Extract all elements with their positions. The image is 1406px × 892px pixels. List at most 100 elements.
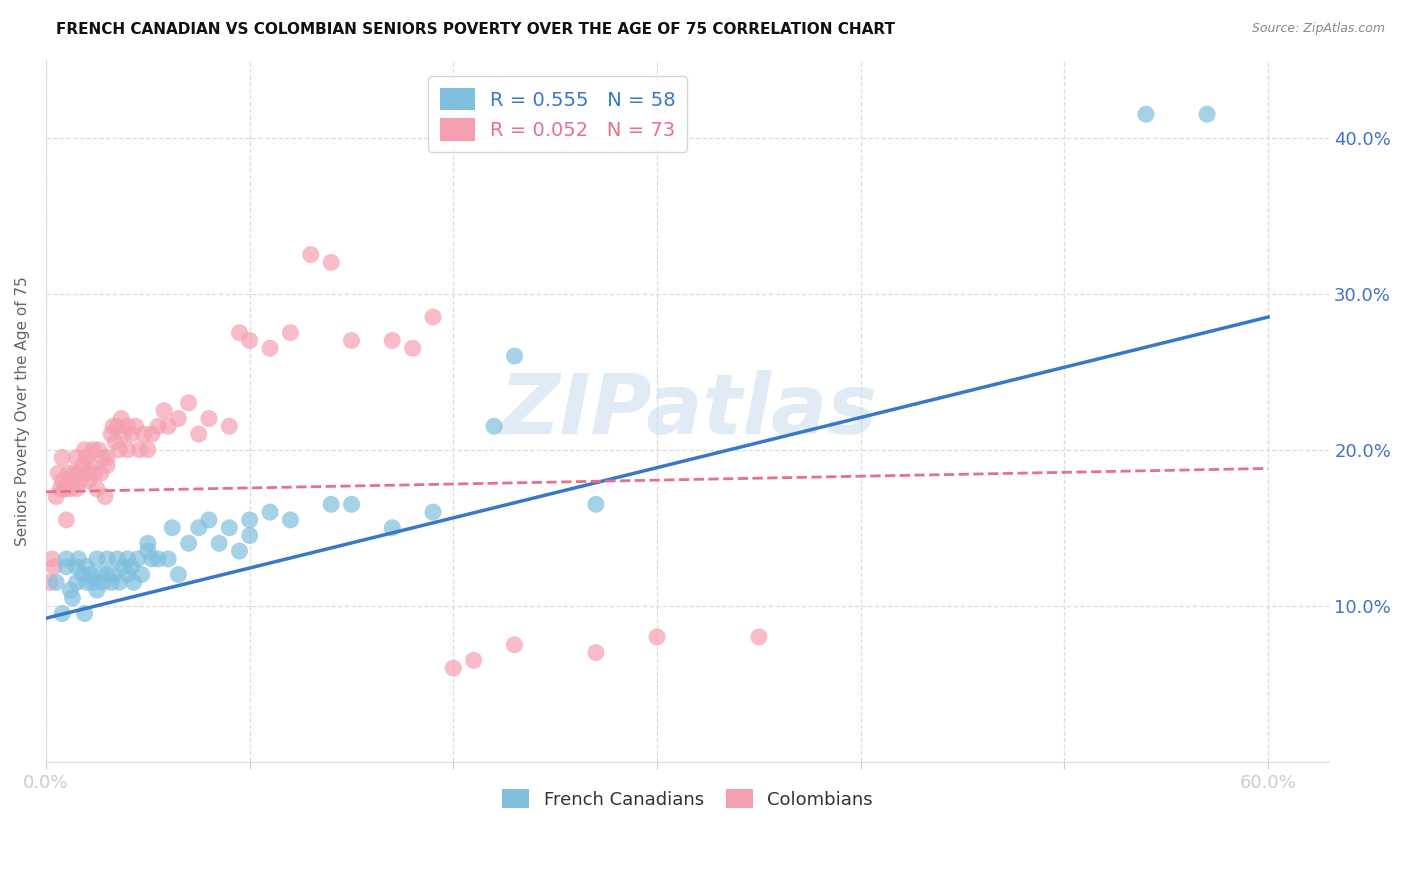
Point [96, 552, 118, 566]
Point [62, 474, 84, 488]
Point [110, 411, 132, 425]
Point [45, 575, 67, 590]
Point [131, 567, 153, 582]
Point [100, 427, 122, 442]
Point [77, 474, 100, 488]
Point [162, 521, 184, 535]
Point [422, 505, 444, 519]
Point [82, 575, 104, 590]
Point [117, 567, 139, 582]
Point [100, 575, 122, 590]
Point [91, 575, 114, 590]
Point [51, 607, 73, 621]
Point [585, 646, 607, 660]
Point [104, 434, 127, 449]
Point [46, 466, 69, 480]
Point [69, 474, 91, 488]
Point [157, 419, 180, 434]
Point [108, 442, 131, 457]
Point [51, 474, 73, 488]
Point [65, 575, 87, 590]
Point [86, 583, 108, 598]
Text: Source: ZipAtlas.com: Source: ZipAtlas.com [1251, 22, 1385, 36]
Point [91, 450, 114, 465]
Y-axis label: Seniors Poverty Over the Age of 75: Seniors Poverty Over the Age of 75 [15, 276, 30, 546]
Point [117, 552, 139, 566]
Point [67, 466, 90, 480]
Point [65, 559, 87, 574]
Point [105, 419, 128, 434]
Point [103, 419, 125, 434]
Point [80, 458, 103, 473]
Point [132, 427, 155, 442]
Point [340, 334, 363, 348]
Point [55, 513, 77, 527]
Point [585, 497, 607, 511]
Legend: French Canadians, Colombians: French Canadians, Colombians [495, 782, 880, 816]
Point [67, 552, 90, 566]
Point [208, 536, 231, 550]
Point [65, 450, 87, 465]
Point [228, 326, 250, 340]
Point [381, 334, 404, 348]
Point [177, 536, 200, 550]
Point [141, 552, 163, 566]
Point [108, 575, 131, 590]
Point [73, 607, 96, 621]
Point [73, 442, 96, 457]
Point [128, 442, 150, 457]
Point [62, 591, 84, 605]
Point [96, 450, 118, 465]
Point [90, 466, 112, 480]
Point [340, 497, 363, 511]
Point [49, 482, 72, 496]
Point [65, 482, 87, 496]
Point [259, 505, 281, 519]
Point [59, 583, 82, 598]
Point [83, 466, 105, 480]
Point [280, 326, 302, 340]
Point [1195, 107, 1218, 121]
Point [167, 411, 190, 425]
Point [228, 544, 250, 558]
Point [187, 427, 209, 442]
Point [63, 466, 86, 480]
Point [39, 575, 62, 590]
Point [198, 513, 221, 527]
Point [80, 567, 103, 582]
Point [136, 536, 159, 550]
Point [153, 403, 176, 417]
Point [1135, 107, 1157, 121]
Point [76, 450, 98, 465]
Point [112, 559, 135, 574]
Point [103, 567, 125, 582]
Point [86, 482, 108, 496]
Point [239, 513, 262, 527]
Point [121, 559, 143, 574]
Point [55, 559, 77, 574]
Point [146, 552, 169, 566]
Point [90, 567, 112, 582]
Point [94, 490, 117, 504]
Point [42, 559, 65, 574]
Point [124, 419, 146, 434]
Point [96, 567, 118, 582]
Point [482, 419, 505, 434]
Point [53, 482, 76, 496]
Point [59, 482, 82, 496]
Point [121, 427, 143, 442]
Point [122, 575, 145, 590]
Point [76, 559, 98, 574]
Point [51, 450, 73, 465]
Point [82, 442, 104, 457]
Point [401, 341, 423, 355]
Point [112, 427, 135, 442]
Point [117, 442, 139, 457]
Point [55, 552, 77, 566]
Point [239, 334, 262, 348]
Point [72, 458, 94, 473]
Point [76, 466, 98, 480]
Point [218, 419, 240, 434]
Point [381, 521, 404, 535]
Point [218, 521, 240, 535]
